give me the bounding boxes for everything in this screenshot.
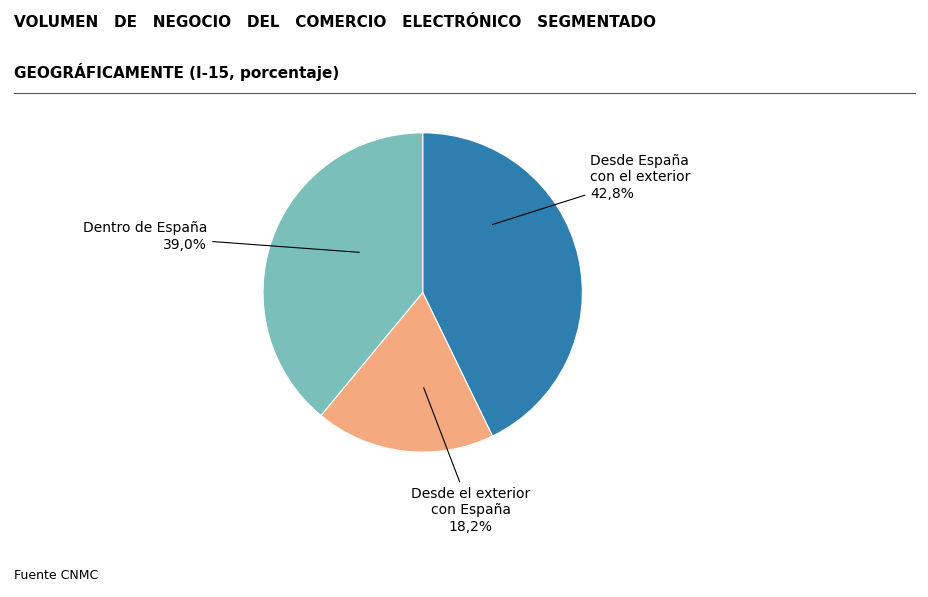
Wedge shape <box>320 293 492 452</box>
Text: Desde el exterior
con España
18,2%: Desde el exterior con España 18,2% <box>410 387 530 534</box>
Text: Fuente CNMC: Fuente CNMC <box>14 569 98 582</box>
Text: Desde España
con el exterior
42,8%: Desde España con el exterior 42,8% <box>492 154 690 224</box>
Text: Dentro de España
39,0%: Dentro de España 39,0% <box>83 221 359 253</box>
Text: VOLUMEN   DE   NEGOCIO   DEL   COMERCIO   ELECTRÓNICO   SEGMENTADO: VOLUMEN DE NEGOCIO DEL COMERCIO ELECTRÓN… <box>14 15 655 30</box>
Text: GEOGRÁFICAMENTE (I-15, porcentaje): GEOGRÁFICAMENTE (I-15, porcentaje) <box>14 63 339 81</box>
Wedge shape <box>422 133 582 436</box>
Wedge shape <box>263 133 422 416</box>
